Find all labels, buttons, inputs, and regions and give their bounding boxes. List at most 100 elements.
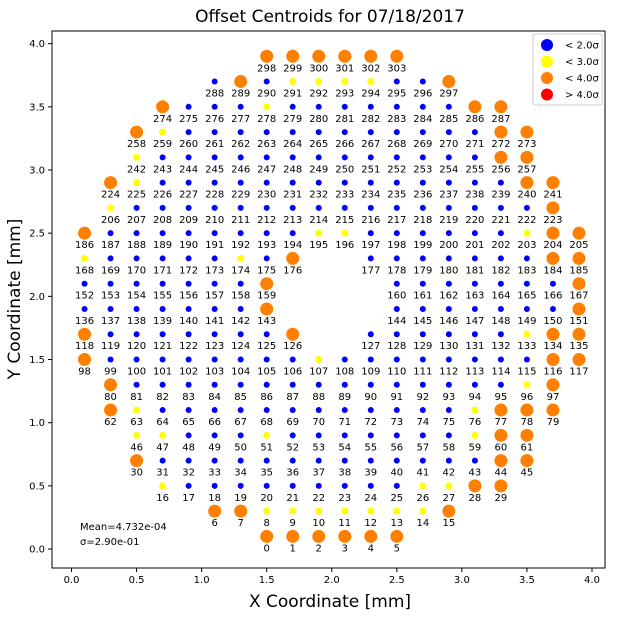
point-label-261: 261 (205, 139, 224, 150)
data-point-186 (78, 226, 92, 240)
data-point-55 (367, 432, 374, 439)
point-label-281: 281 (335, 114, 354, 125)
point-label-71: 71 (338, 417, 351, 428)
point-label-52: 52 (286, 442, 299, 453)
data-point-178 (393, 255, 400, 262)
data-point-222 (523, 204, 530, 211)
point-label-264: 264 (283, 139, 302, 150)
chart-title: Offset Centroids for 07/18/2017 (195, 7, 465, 27)
point-label-92: 92 (416, 392, 429, 403)
point-label-104: 104 (231, 367, 250, 378)
data-point-230 (263, 179, 270, 186)
point-label-103: 103 (205, 367, 224, 378)
point-label-88: 88 (312, 392, 325, 403)
data-point-24 (367, 482, 374, 489)
point-label-17: 17 (182, 493, 195, 504)
point-label-289: 289 (231, 89, 250, 100)
point-label-168: 168 (75, 265, 94, 276)
point-label-241: 241 (543, 190, 562, 201)
data-point-196 (341, 229, 349, 237)
point-label-196: 196 (335, 240, 354, 251)
data-point-141 (211, 305, 218, 312)
x-tick-label-0.5: 0.5 (129, 575, 145, 586)
data-point-288 (211, 78, 218, 85)
point-label-191: 191 (205, 240, 224, 251)
point-label-166: 166 (543, 291, 562, 302)
point-label-129: 129 (413, 341, 432, 352)
point-label-110: 110 (387, 367, 406, 378)
data-point-22 (315, 482, 322, 489)
point-label-75: 75 (442, 417, 455, 428)
point-label-90: 90 (364, 392, 377, 403)
point-label-292: 292 (309, 89, 328, 100)
data-point-197 (367, 230, 374, 237)
point-label-33: 33 (208, 468, 221, 479)
data-point-213 (289, 204, 296, 211)
point-label-276: 276 (205, 114, 224, 125)
point-label-163: 163 (465, 291, 484, 302)
point-label-211: 211 (231, 215, 250, 226)
point-label-302: 302 (361, 63, 380, 74)
data-point-56 (393, 432, 400, 439)
point-label-20: 20 (260, 493, 273, 504)
data-point-251 (367, 154, 374, 161)
data-point-205 (572, 226, 586, 240)
point-label-179: 179 (413, 265, 432, 276)
point-label-76: 76 (469, 417, 482, 428)
point-label-254: 254 (439, 164, 458, 175)
y-axis-label: Y Coordinate [mm] (5, 219, 25, 381)
data-point-149 (523, 305, 530, 312)
point-label-19: 19 (234, 493, 247, 504)
data-point-179 (419, 255, 426, 262)
data-point-233 (341, 179, 348, 186)
point-label-131: 131 (465, 341, 484, 352)
point-label-91: 91 (390, 392, 403, 403)
point-label-167: 167 (569, 291, 588, 302)
point-label-156: 156 (179, 291, 198, 302)
data-point-64 (159, 407, 166, 414)
point-label-291: 291 (283, 89, 302, 100)
data-point-182 (497, 255, 504, 262)
data-point-216 (367, 204, 374, 211)
point-label-200: 200 (439, 240, 458, 251)
data-point-297 (442, 75, 456, 89)
point-label-63: 63 (130, 417, 143, 428)
data-point-193 (263, 230, 270, 237)
point-label-205: 205 (569, 240, 588, 251)
data-point-63 (133, 406, 141, 414)
data-point-183 (523, 255, 530, 262)
data-point-91 (393, 381, 400, 388)
point-label-229: 229 (231, 190, 250, 201)
y-tick-label-1.5: 1.5 (29, 355, 45, 366)
point-label-260: 260 (179, 139, 198, 150)
point-label-177: 177 (361, 265, 380, 276)
data-point-11 (341, 507, 349, 515)
point-label-199: 199 (413, 240, 432, 251)
data-point-57 (419, 432, 426, 439)
data-point-161 (419, 280, 426, 287)
data-point-78 (520, 403, 534, 417)
legend-marker-lt3 (541, 55, 553, 68)
data-point-256 (494, 150, 508, 164)
data-point-262 (237, 129, 244, 136)
point-label-28: 28 (469, 493, 482, 504)
point-label-301: 301 (335, 63, 354, 74)
point-label-83: 83 (182, 392, 195, 403)
point-label-122: 122 (179, 341, 198, 352)
data-point-280 (315, 103, 322, 110)
data-point-169 (107, 255, 114, 262)
point-label-189: 189 (153, 240, 172, 251)
point-label-49: 49 (208, 442, 221, 453)
data-point-202 (497, 230, 504, 237)
point-label-70: 70 (312, 417, 325, 428)
data-point-234 (367, 179, 374, 186)
data-point-261 (211, 129, 218, 136)
point-label-270: 270 (439, 139, 458, 150)
point-label-50: 50 (234, 442, 247, 453)
data-point-92 (419, 381, 426, 388)
point-label-36: 36 (286, 468, 299, 479)
data-point-235 (393, 179, 400, 186)
data-point-82 (159, 381, 166, 388)
point-label-263: 263 (257, 139, 276, 150)
point-label-221: 221 (491, 215, 510, 226)
